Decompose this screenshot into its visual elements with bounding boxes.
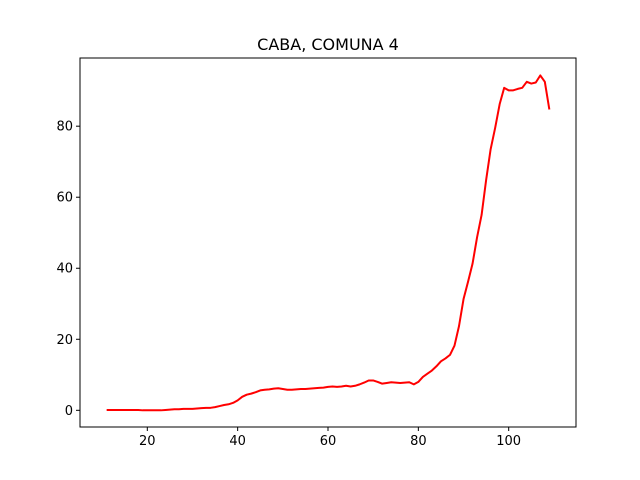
y-tick-label-0: 0 xyxy=(65,404,73,419)
chart-title: CABA, COMUNA 4 xyxy=(257,35,399,54)
plot-area: 20 40 60 80 100 0 20 40 60 80 xyxy=(56,57,577,449)
y-tick-label-60: 60 xyxy=(56,191,73,206)
x-tick-label-60: 60 xyxy=(320,434,337,449)
x-tick-label-100: 100 xyxy=(496,434,521,449)
x-tick-label-20: 20 xyxy=(139,434,156,449)
y-tick-label-20: 20 xyxy=(56,333,73,348)
y-tick-label-40: 40 xyxy=(56,262,73,277)
series-line-0 xyxy=(106,74,551,412)
x-tick-label-80: 80 xyxy=(410,434,427,449)
x-tick-label-40: 40 xyxy=(229,434,246,449)
y-tick-label-80: 80 xyxy=(56,120,73,135)
